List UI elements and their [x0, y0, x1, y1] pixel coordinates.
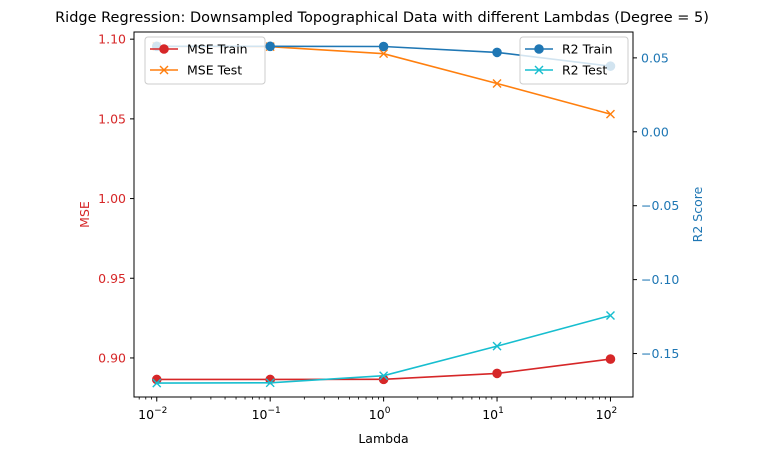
- right-axis-label: R2 Score: [690, 186, 705, 242]
- legend-layer: MSE Train MSE Test R2 Train R2 Test: [144, 36, 629, 85]
- legend-item-r2-test: R2 Test: [525, 63, 607, 78]
- series-line-r2-test: [156, 314, 611, 384]
- legend-label: R2 Test: [562, 63, 607, 78]
- x-tick-base: 10: [138, 407, 154, 422]
- legend-marker: [159, 44, 169, 54]
- x-axis-ticks: 10−2 10−1 100 101 102: [138, 397, 617, 422]
- legend-item-mse-test: MSE Test: [150, 63, 242, 78]
- left-axis-label: MSE: [77, 201, 92, 228]
- x-tick-label: 10−1: [252, 406, 281, 422]
- plot-frame: [133, 31, 634, 398]
- x-tick-label: 10−2: [138, 406, 167, 422]
- data-point-mse-test: [605, 109, 615, 119]
- data-point-r2-test: [265, 378, 275, 388]
- legend-upper-right: R2 Train R2 Test: [519, 36, 629, 85]
- data-point-r2-train: [378, 41, 389, 52]
- data-point-r2-train: [492, 47, 502, 58]
- chart-title: Ridge Regression: Downsampled Topographi…: [55, 10, 709, 26]
- x-tick-exponent: 2: [612, 406, 618, 416]
- x-tick-base: 10: [596, 407, 612, 422]
- data-point-r2-train: [265, 41, 275, 52]
- legend-marker: [534, 65, 544, 75]
- data-point-r2-test: [605, 311, 615, 321]
- series-layer: [151, 41, 616, 388]
- data-point-r2-test: [152, 378, 162, 388]
- data-point-mse-train: [492, 368, 502, 379]
- x-tick-label: 102: [596, 406, 618, 422]
- right-tick-label: 0.05: [641, 50, 669, 65]
- x-tick-exponent: −2: [154, 406, 167, 416]
- x-tick-label: 101: [482, 406, 504, 422]
- x-tick-exponent: 1: [498, 406, 504, 416]
- data-point-r2-test: [379, 371, 389, 381]
- legend-label: MSE Test: [187, 63, 242, 78]
- left-tick-label: 0.90: [98, 350, 126, 365]
- legend-upper-left: MSE Train MSE Test: [144, 36, 266, 85]
- right-tick-label: −0.05: [641, 198, 679, 213]
- data-point-mse-train: [605, 354, 616, 364]
- series-r2-test: [152, 311, 615, 388]
- left-tick-label: 1.10: [98, 32, 126, 47]
- x-tick-exponent: 0: [385, 406, 391, 416]
- legend-marker: [159, 65, 169, 75]
- legend-label: R2 Train: [562, 42, 613, 57]
- right-tick-label: −0.10: [641, 272, 679, 287]
- legend-marker: [534, 44, 544, 54]
- right-axis-ticks: 0.05 0.00 −0.05 −0.10 −0.15: [633, 50, 679, 361]
- left-tick-label: 0.95: [98, 271, 126, 286]
- data-point-mse-test: [379, 49, 389, 59]
- x-tick-base: 10: [369, 407, 385, 422]
- data-point-mse-test: [492, 78, 502, 88]
- data-point-r2-test: [492, 341, 502, 351]
- left-tick-label: 1.00: [98, 191, 126, 206]
- legend-label: MSE Train: [187, 42, 248, 57]
- x-tick-exponent: −1: [267, 406, 280, 416]
- right-tick-label: 0.00: [641, 124, 669, 139]
- x-tick-base: 10: [252, 407, 268, 422]
- x-axis-label: Lambda: [358, 431, 408, 446]
- legend-item-r2-train: R2 Train: [525, 42, 613, 57]
- left-tick-label: 1.05: [98, 111, 126, 126]
- legend-item-mse-train: MSE Train: [150, 42, 248, 57]
- x-tick-label: 100: [369, 406, 391, 422]
- right-tick-label: −0.15: [641, 346, 679, 361]
- x-tick-base: 10: [482, 407, 498, 422]
- series-mse-train: [151, 354, 616, 385]
- left-axis-ticks: 0.90 0.95 1.00 1.05 1.10: [98, 32, 134, 365]
